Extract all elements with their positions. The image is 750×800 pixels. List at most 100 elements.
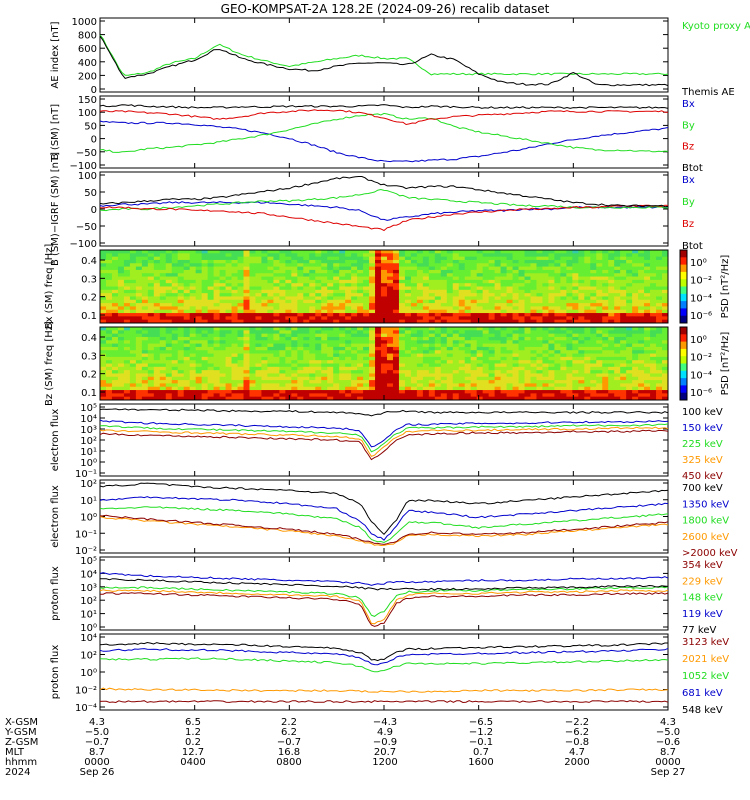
heatmap-cell — [500, 313, 507, 317]
heatmap-cell — [279, 373, 286, 378]
heatmap-cell — [530, 303, 537, 307]
heatmap-cell — [321, 327, 328, 331]
heatmap-cell — [111, 340, 119, 344]
heatmap-cell — [231, 390, 238, 394]
heatmap-cell — [470, 373, 478, 378]
heatmap-cell — [123, 356, 131, 361]
heatmap-cell — [404, 269, 412, 274]
heatmap-cell — [608, 299, 615, 304]
heatmap-cell — [123, 293, 131, 297]
heatmap-cell — [482, 336, 490, 341]
y-tick-label: 0.2 — [81, 370, 97, 381]
heatmap-cell — [345, 256, 352, 261]
heatmap-cell — [339, 266, 346, 271]
heatmap-cell — [488, 299, 496, 304]
heatmap-cell — [147, 396, 155, 401]
heatmap-cell — [542, 383, 549, 388]
heatmap-cell — [566, 340, 573, 344]
heatmap-cell — [321, 333, 328, 338]
heatmap-cell — [476, 266, 484, 271]
heatmap-cell — [129, 309, 137, 314]
heatmap-cell — [243, 376, 250, 381]
heatmap-cell — [111, 386, 119, 391]
heatmap-cell — [524, 327, 531, 331]
heatmap-cell — [506, 313, 513, 317]
heatmap-cell — [147, 370, 155, 374]
heatmap-cell — [434, 353, 442, 358]
heatmap-cell — [512, 256, 519, 261]
heatmap-cell — [171, 393, 179, 398]
heatmap-cell — [369, 319, 376, 324]
heatmap-cell — [153, 360, 161, 364]
heatmap-cell — [375, 306, 382, 311]
heatmap-cell — [554, 296, 561, 301]
heatmap-cell — [416, 343, 424, 348]
heatmap-cell — [476, 360, 484, 364]
heatmap-cell — [249, 366, 256, 371]
colorbar-segment — [680, 397, 687, 401]
heatmap-cell — [177, 309, 185, 314]
heatmap-cell — [638, 370, 645, 374]
heatmap-cell — [171, 376, 179, 381]
heatmap-cell — [410, 373, 418, 378]
heatmap-cell — [632, 370, 639, 374]
heatmap-cell — [291, 296, 298, 301]
y-tick-label: 1000 — [72, 17, 97, 28]
heatmap-cell — [452, 303, 460, 307]
heatmap-cell — [620, 340, 627, 344]
heatmap-cell — [333, 363, 340, 368]
heatmap-cell — [207, 333, 214, 338]
heatmap-cell — [369, 283, 376, 287]
heatmap-cell — [351, 386, 358, 391]
heatmap-cell — [608, 253, 615, 258]
heatmap-cell — [656, 353, 663, 358]
heatmap-cell — [351, 289, 358, 294]
heatmap-cell — [231, 360, 238, 364]
heatmap-cell — [404, 309, 412, 314]
heatmap-cell — [392, 333, 400, 338]
heatmap-cell — [339, 346, 346, 351]
heatmap-cell — [548, 306, 555, 311]
heatmap-cell — [596, 313, 603, 317]
heatmap-cell — [410, 340, 418, 344]
heatmap-cell — [267, 327, 274, 331]
heatmap-cell — [291, 316, 298, 321]
heatmap-cell — [273, 299, 280, 304]
heatmap-cell — [464, 373, 472, 378]
heatmap-cell — [596, 293, 603, 297]
heatmap-cell — [572, 353, 579, 358]
heatmap-cell — [291, 390, 298, 394]
heatmap-cell — [392, 370, 400, 374]
heatmap-cell — [608, 393, 615, 398]
heatmap-cell — [644, 383, 651, 388]
heatmap-cell — [261, 380, 268, 384]
heatmap-cell — [626, 259, 633, 264]
heatmap-cell — [470, 363, 478, 368]
heatmap-cell — [458, 363, 466, 368]
heatmap-cell — [369, 299, 376, 304]
y-tick-label: 0 — [91, 135, 97, 146]
heatmap-cell — [105, 273, 113, 277]
heatmap-cell — [111, 316, 119, 321]
heatmap-cell — [476, 273, 484, 277]
heatmap-cell — [345, 316, 352, 321]
heatmap-cell — [656, 256, 663, 261]
heatmap-cell — [656, 327, 663, 331]
heatmap-cell — [548, 263, 555, 267]
heatmap-cell — [141, 283, 149, 287]
heatmap-cell — [602, 276, 609, 281]
heatmap-cell — [506, 293, 513, 297]
heatmap-cell — [548, 346, 555, 351]
heatmap-cell — [410, 253, 418, 258]
heatmap-cell — [488, 269, 496, 274]
heatmap-cell — [213, 299, 220, 304]
heatmap-cell — [614, 276, 621, 281]
heatmap-cell — [165, 250, 173, 254]
heatmap-cell — [446, 269, 454, 274]
heatmap-cell — [105, 250, 113, 254]
heatmap-cell — [303, 279, 310, 284]
heatmap-cell — [452, 393, 460, 398]
heatmap-cell — [578, 259, 585, 264]
heatmap-cell — [105, 269, 113, 274]
heatmap-cell — [237, 313, 244, 317]
